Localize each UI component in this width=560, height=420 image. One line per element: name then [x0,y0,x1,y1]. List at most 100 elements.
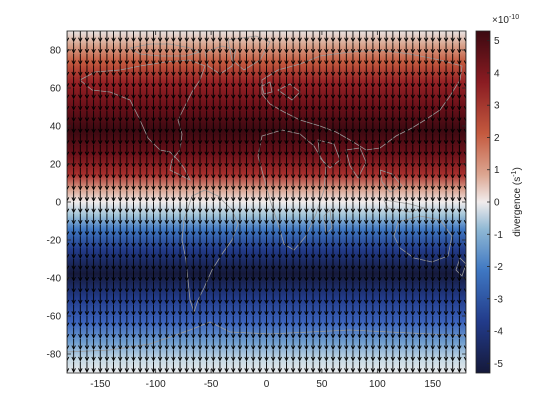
quiver-arrow-head [457,71,462,77]
quiver-arrow-head [191,219,196,225]
quiver-arrow-head [264,128,269,134]
quiver-arrow-head [191,174,196,180]
quiver-arrow-head [117,299,123,305]
quiver-arrow-head [264,265,269,271]
quiver-arrow-head [357,174,362,180]
quiver-arrow-head [377,333,382,339]
quiver-arrow-head [350,151,356,157]
quiver-arrow-head [224,117,229,123]
quiver-arrow-head [290,105,296,111]
quiver-arrow-head [377,117,382,123]
quiver-arrow-head [78,151,83,157]
quiver-arrow-head [364,380,368,384]
quiver-arrow-head [390,94,396,100]
quiver-arrow-head [277,60,283,66]
quiver-arrow-head [231,105,236,111]
quiver-arrow-head [98,60,103,66]
quiver-arrow-head [317,242,322,248]
quiver-arrow-head [457,162,462,168]
quiver-arrow-head [304,71,309,77]
quiver-arrow-head [364,71,369,77]
quiver-arrow-head [177,105,183,111]
quiver-arrow-head [244,254,249,259]
quiver-arrow-head [403,368,409,373]
quiver-arrow-head [330,219,336,225]
quiver-arrow-head [383,140,389,145]
quiver-arrow-head [423,197,429,202]
quiver-arrow-head [164,208,169,214]
quiver-arrow-head [157,276,163,282]
quiver-arrow-head [137,311,143,316]
quiver-arrow-head [204,356,209,362]
quiver-arrow-head [350,254,356,259]
colorbar-label-sup: -1 [511,170,518,176]
quiver-arrow-head [377,356,382,362]
quiver-arrow-head [411,380,415,384]
quiver-arrow-head [417,311,422,316]
quiver-arrow-head [310,311,316,316]
quiver-arrow-head [144,71,150,77]
quiver-arrow-head [310,117,316,123]
quiver-arrow-head [324,356,329,362]
quiver-arrow-head [344,162,349,168]
quiver-arrow-head [151,94,156,100]
quiver-arrow-head [84,208,90,214]
quiver-arrow-head [231,219,236,225]
quiver-arrow-head [117,219,123,225]
quiver-arrow-head [277,105,283,111]
quiver-arrow-head [78,299,83,305]
quiver-arrow-head [171,140,176,145]
quiver-arrow-head [417,356,422,362]
quiver-arrow-head [124,48,130,54]
quiver-arrow-head [184,140,189,145]
quiver-arrow-head [317,128,322,134]
quiver-arrow-head [91,345,96,351]
quiver-arrow-head [383,208,389,214]
quiver-arrow-head [270,219,276,225]
quiver-arrow-head [423,128,429,134]
quiver-arrow-head [164,254,169,259]
quiver-arrow-head [231,151,236,157]
quiver-arrow-head [124,219,130,225]
quiver-arrow-head [377,162,382,168]
quiver-arrow-head [284,322,289,328]
quiver-arrow-head [177,37,183,43]
quiver-arrow-head [458,380,462,384]
quiver-arrow-head [191,231,196,237]
quiver-arrow-head [138,380,142,384]
quiver-arrow-head [330,117,336,123]
quiver-arrow-head [224,151,229,157]
quiver-arrow-head [244,299,249,305]
quiver-arrow-head [184,162,189,168]
quiver-arrow-head [443,254,449,259]
quiver-arrow-head [397,345,402,351]
quiver-arrow-head [264,333,269,339]
quiver-arrow-head [317,94,322,100]
quiver-arrow-head [290,140,296,145]
quiver-arrow-head [84,265,90,271]
quiver-arrow-head [410,71,416,77]
quiver-arrow-head [224,197,229,202]
quiver-arrow-head [264,71,269,77]
quiver-arrow-head [297,276,302,282]
quiver-arrow-head [98,185,103,191]
quiver-arrow-head [284,37,289,43]
quiver-arrow-head [71,288,76,294]
quiver-arrow-head [443,117,449,123]
quiver-arrow-head [65,380,69,384]
quiver-arrow-head [78,231,83,237]
quiver-arrow-head [410,368,416,373]
quiver-arrow-head [157,151,163,157]
quiver-arrow-head [157,356,163,362]
quiver-arrow-head [244,345,249,351]
quiver-arrow-head [111,208,116,214]
quiver-arrow-head [98,94,103,100]
quiver-arrow-head [324,254,329,259]
quiver-arrow-head [403,83,409,88]
quiver-arrow-head [144,151,150,157]
quiver-arrow-head [151,231,156,237]
quiver-arrow-head [104,128,110,134]
quiver-arrow-head [344,174,349,180]
quiver-arrow-head [383,174,389,180]
quiver-arrow-head [217,219,223,225]
